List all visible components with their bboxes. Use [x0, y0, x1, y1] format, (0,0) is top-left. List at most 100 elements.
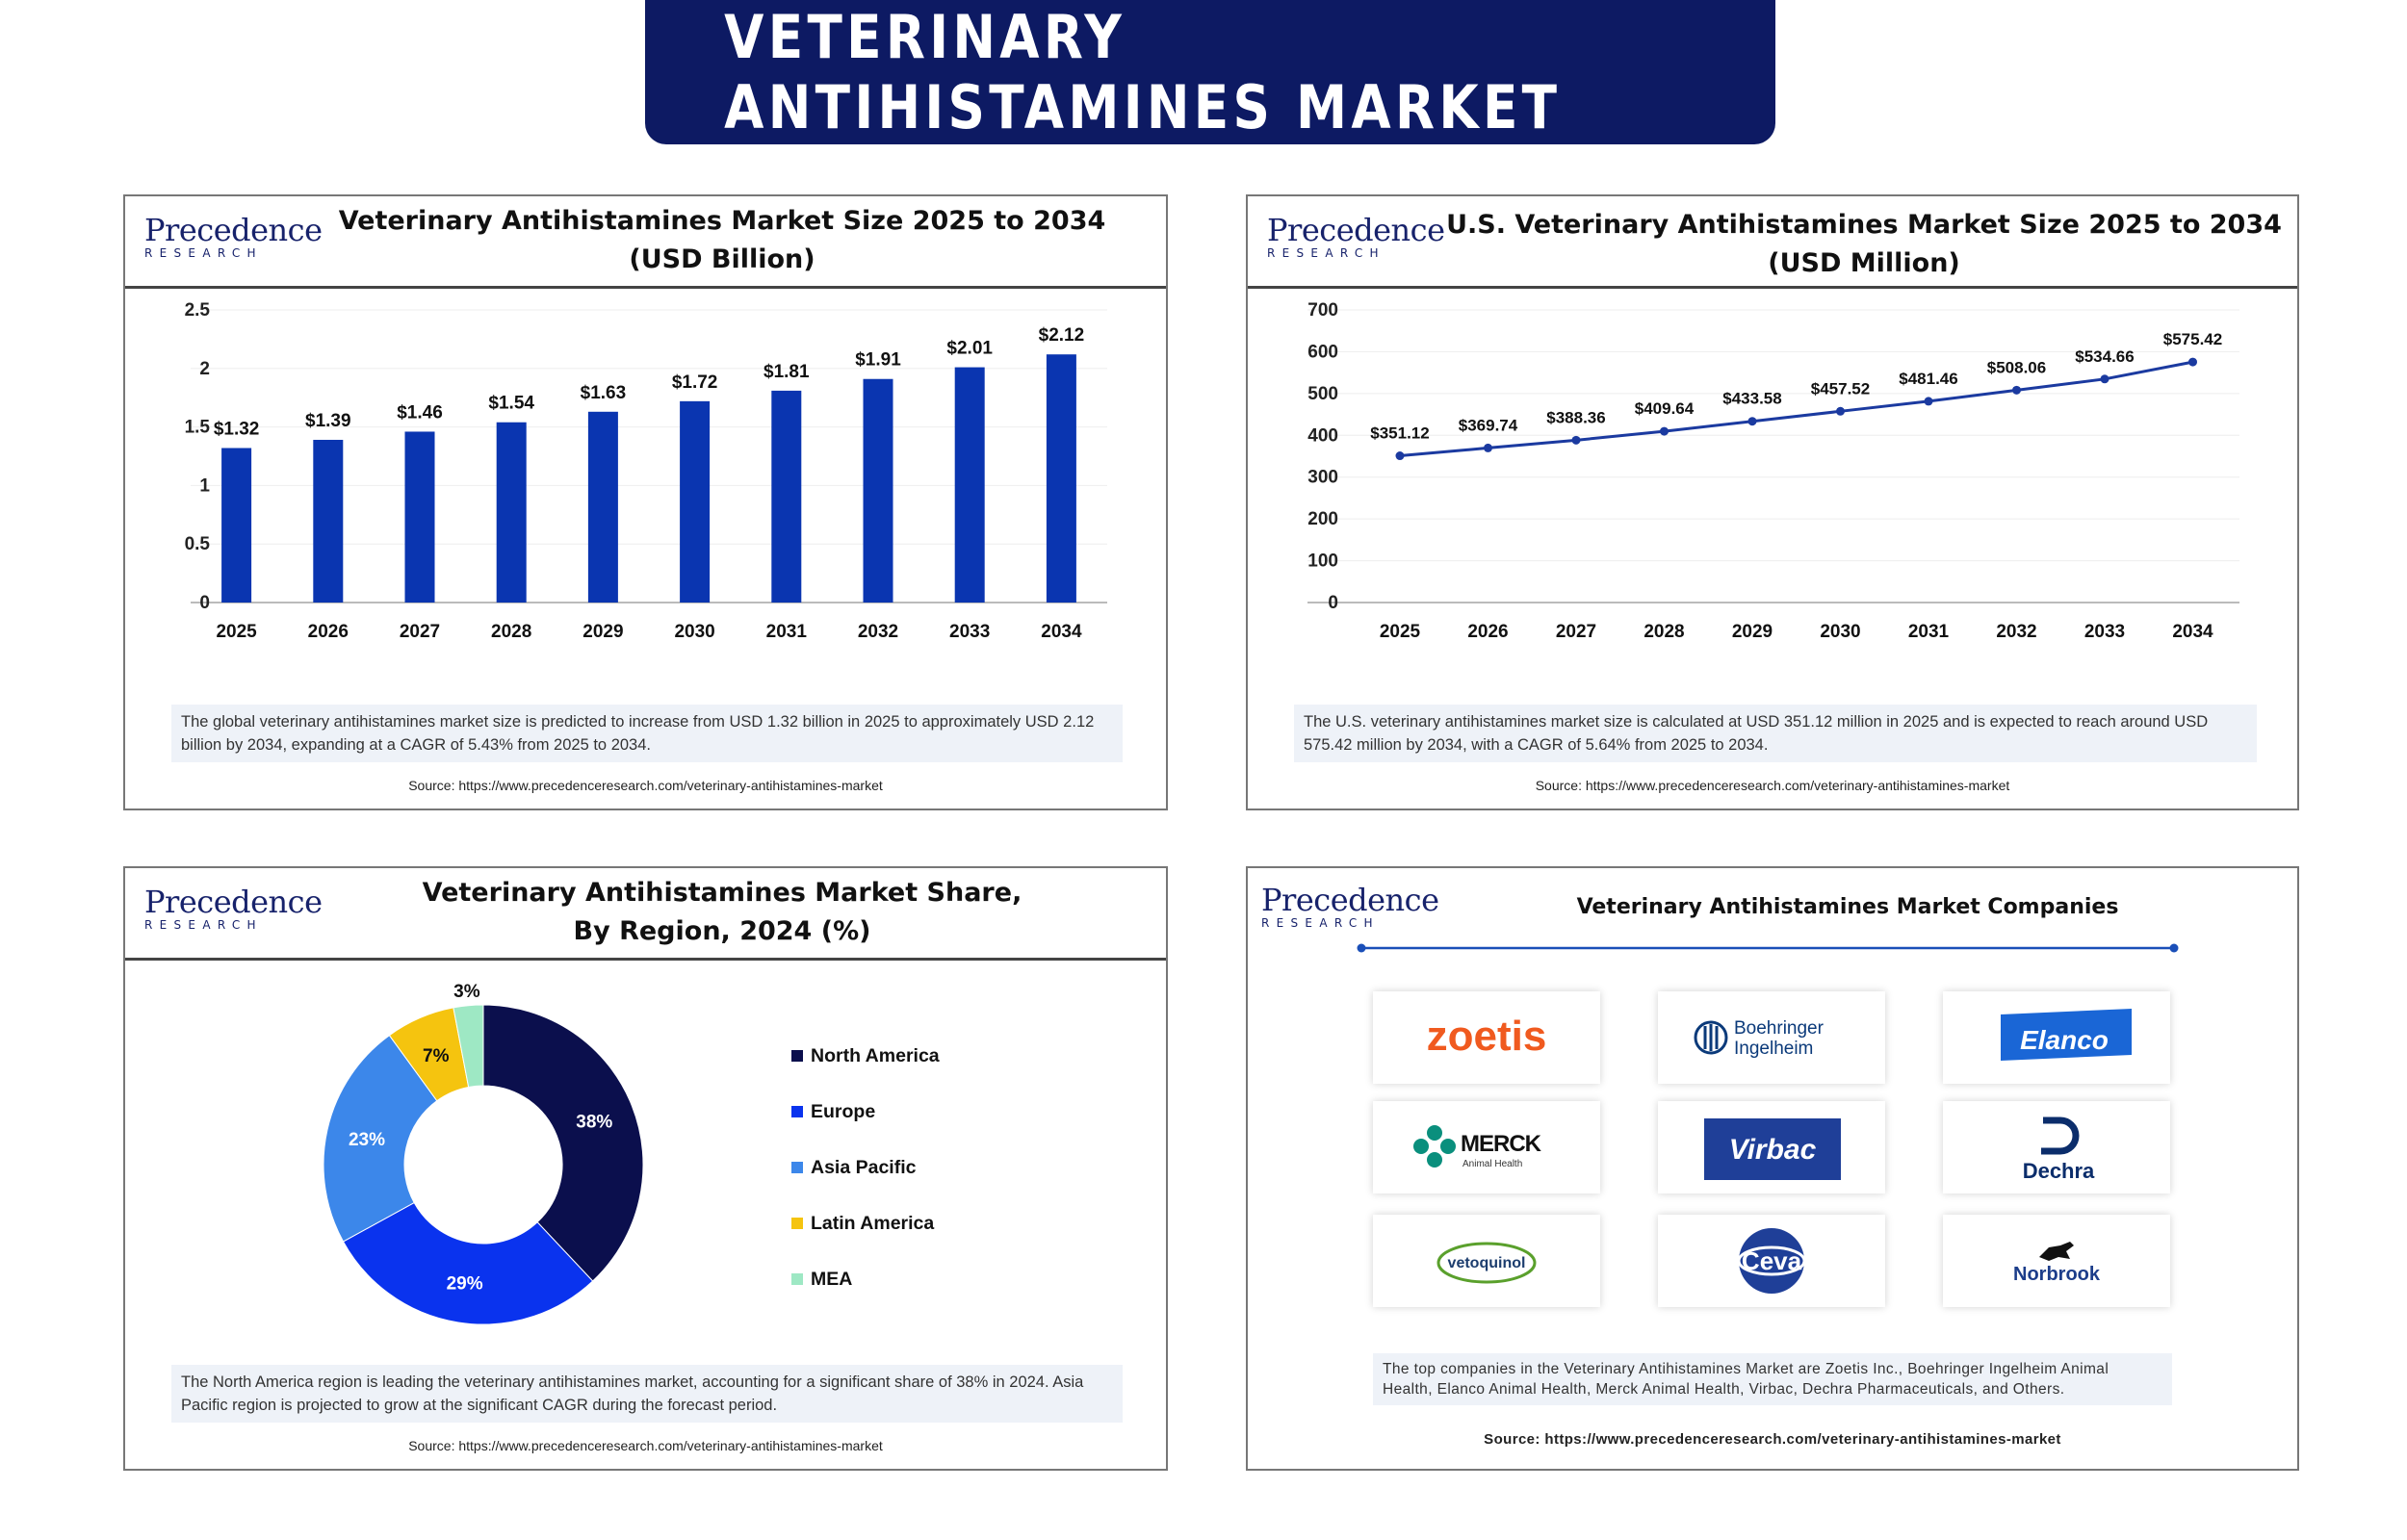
y-tick-label: 1.5	[185, 418, 211, 438]
ceva-card: Ceva	[1658, 1215, 1885, 1307]
y-tick-label: 700	[1307, 300, 1338, 321]
logo-sub: RESEARCH	[144, 246, 263, 260]
norbrook-logo: Norbrook	[2013, 1242, 2101, 1285]
legend-swatch	[791, 1273, 803, 1285]
x-tick-label: 2033	[2084, 622, 2125, 642]
x-tick-label: 2034	[2172, 622, 2213, 642]
legend-label: MEA	[811, 1268, 853, 1290]
legend-item: Europe	[791, 1084, 940, 1140]
donut-slice	[323, 1035, 438, 1243]
vetoquinol-logo: vetoquinol	[1436, 1242, 1537, 1284]
y-tick-label: 0.5	[185, 534, 211, 554]
panel-header: Precedence RESEARCH Veterinary Antihista…	[125, 196, 1166, 289]
norbrook-card: Norbrook	[1943, 1215, 2170, 1307]
panel-header: Precedence RESEARCH U.S. Veterinary Anti…	[1248, 196, 2297, 289]
y-tick-label: 1	[199, 475, 210, 496]
us-market-size-panel: Precedence RESEARCH U.S. Veterinary Anti…	[1246, 194, 2299, 810]
svg-text:MERCK: MERCK	[1461, 1131, 1542, 1157]
precedence-logo: Precedence RESEARCH	[1267, 212, 1445, 264]
slice-data-label: 29%	[447, 1273, 483, 1294]
elanco-logo: Elanco	[2001, 1009, 2132, 1061]
data-point	[1747, 417, 1757, 426]
elanco-card: Elanco	[1943, 991, 2170, 1084]
logo-name: Precedence	[1261, 882, 1439, 918]
data-point	[1395, 451, 1405, 461]
point-data-label: $534.66	[2075, 347, 2134, 366]
x-tick-label: 2026	[1467, 622, 1508, 642]
x-tick-label: 2031	[1908, 622, 1950, 642]
chart-note: The U.S. veterinary antihistamines marke…	[1294, 705, 2257, 762]
x-tick-label: 2029	[1732, 622, 1773, 642]
logo-name: Precedence	[1267, 212, 1445, 248]
point-data-label: $388.36	[1546, 408, 1605, 426]
y-tick-label: 600	[1307, 342, 1338, 362]
data-point	[1484, 443, 1492, 452]
series-line	[1399, 360, 2193, 458]
panel-title-line1: Veterinary Antihistamines Market Share,	[422, 878, 1022, 908]
donut-legend: North America Europe Asia Pacific Latin Ame…	[791, 1028, 940, 1307]
title-divider	[1357, 943, 2179, 953]
x-tick-label: 2034	[1041, 622, 1082, 642]
panel-title-line2: (USD Billion)	[629, 244, 815, 274]
y-tick-label: 500	[1307, 384, 1338, 404]
data-point	[1924, 397, 1933, 406]
svg-text:Ingelheim: Ingelheim	[1734, 1039, 1813, 1059]
companies-title: Veterinary Antihistamines Market Compani…	[1576, 895, 2119, 919]
slice-data-label: 3%	[453, 982, 480, 1002]
x-tick-label: 2033	[949, 622, 990, 642]
panel-title: Veterinary Antihistamines Market Share, …	[318, 874, 1126, 951]
point-data-label: $508.06	[1987, 358, 2046, 376]
logo-name: Precedence	[144, 884, 323, 920]
market-size-panel: Precedence RESEARCH Veterinary Antihista…	[123, 194, 1168, 810]
data-point	[1660, 426, 1669, 436]
svg-text:Elanco: Elanco	[2020, 1025, 2109, 1055]
y-tick-label: 2	[199, 359, 210, 379]
main-title: VETERINARY ANTIHISTAMINES MARKET	[724, 2, 1562, 142]
bar	[587, 411, 618, 603]
bar-data-label: $1.63	[581, 383, 627, 403]
svg-text:Virbac: Virbac	[1729, 1134, 1817, 1166]
slice-data-label: 23%	[349, 1130, 385, 1150]
logo-sub: RESEARCH	[1267, 246, 1385, 260]
panel-title-line2: (USD Million)	[1768, 248, 1960, 278]
bar	[496, 422, 527, 603]
line-chart: 0 100 200 300 400 500 600 700 $351.12 2025 $369.74…	[1307, 300, 2239, 642]
bar	[221, 448, 252, 603]
legend-item: MEA	[791, 1251, 940, 1307]
svg-text:Boehringer: Boehringer	[1734, 1018, 1825, 1039]
point-data-label: $481.46	[1899, 370, 1957, 388]
logo-sub: RESEARCH	[1261, 916, 1380, 930]
slice-data-label: 38%	[576, 1112, 612, 1132]
y-tick-label: 0	[1328, 593, 1338, 613]
bar	[313, 439, 344, 603]
chart-note: The global veterinary antihistamines mar…	[171, 705, 1123, 762]
svg-text:Ceva: Ceva	[1742, 1246, 1802, 1275]
panel-title: Veterinary Antihistamines Market Size 20…	[318, 202, 1126, 279]
legend-item: Asia Pacific	[791, 1140, 940, 1195]
point-data-label: $409.64	[1635, 399, 1695, 418]
svg-text:Norbrook: Norbrook	[2013, 1264, 2101, 1285]
y-tick-label: 400	[1307, 425, 1338, 446]
virbac-logo: Virbac	[1704, 1118, 1841, 1180]
legend-swatch	[791, 1162, 803, 1173]
y-tick-label: 0	[199, 593, 210, 613]
legend-swatch	[791, 1050, 803, 1062]
panel-title-line2: By Region, 2024 (%)	[573, 916, 871, 946]
bar	[954, 367, 985, 603]
x-tick-label: 2028	[1643, 622, 1684, 642]
panel-title-line1: Veterinary Antihistamines Market Size 20…	[338, 206, 1106, 236]
x-tick-label: 2027	[1556, 622, 1596, 642]
y-tick-label: 2.5	[185, 300, 211, 321]
dechra-logo: Dechra	[2023, 1116, 2095, 1183]
y-tick-label: 100	[1307, 552, 1338, 572]
vetoquinol-card: vetoquinol	[1373, 1215, 1600, 1307]
bar-data-label: $2.12	[1039, 325, 1085, 346]
legend-item: Latin America	[791, 1195, 940, 1251]
region-share-panel: Precedence RESEARCH Veterinary Antihista…	[123, 866, 1168, 1471]
x-tick-label: 2025	[216, 622, 257, 642]
x-tick-label: 2026	[308, 622, 349, 642]
point-data-label: $433.58	[1722, 390, 1781, 408]
panel-title-line1: U.S. Veterinary Antihistamines Market Si…	[1446, 210, 2282, 240]
bar-data-label: $1.91	[855, 350, 901, 371]
donut-slice	[453, 1004, 484, 1089]
